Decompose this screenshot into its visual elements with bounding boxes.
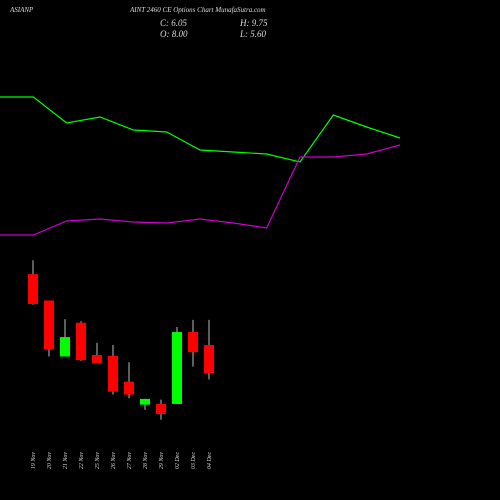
candle-body [172,332,182,404]
candle-body [156,403,166,414]
low-label: L: 5.60 [239,29,267,39]
x-tick-label: 04 Dec [206,452,213,469]
close-label: C: 6.05 [160,18,188,28]
chart-title: AINT 2460 CE Options Chart MunafaSutra.c… [129,6,266,14]
symbol: ASIANP [9,6,34,14]
x-tick-label: 26 Nov [111,452,117,470]
x-tick-label: 28 Nov [143,452,149,470]
candle-body [76,322,86,361]
candle-body [204,345,214,374]
x-tick-label: 02 Dec [175,452,181,469]
line-series [0,96,401,163]
candle-body [124,381,134,395]
candle-body [28,274,38,305]
candle-body [188,332,198,353]
x-tick-label: 20 Nov [47,452,53,470]
x-tick-label: 27 Nov [127,452,133,470]
x-tick-label: 19 Nov [31,452,37,470]
x-tick-label: 21 Nov [63,452,69,470]
candle-body [108,355,118,392]
candle-body [44,300,54,350]
x-tick-label: 03 Dec [191,452,197,469]
x-tick-label: 25 Nov [95,452,101,470]
candle-body [140,398,150,405]
line-series [0,144,401,236]
x-tick-label: 29 Nov [159,452,165,470]
high-label: H: 9.75 [239,18,268,28]
open-label: O: 8.00 [160,29,188,39]
x-tick-label: 22 Nov [79,452,85,470]
candle-body [60,337,70,357]
candle-body [92,355,102,363]
